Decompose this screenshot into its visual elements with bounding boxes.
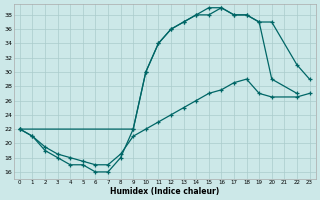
X-axis label: Humidex (Indice chaleur): Humidex (Indice chaleur) [110,187,219,196]
